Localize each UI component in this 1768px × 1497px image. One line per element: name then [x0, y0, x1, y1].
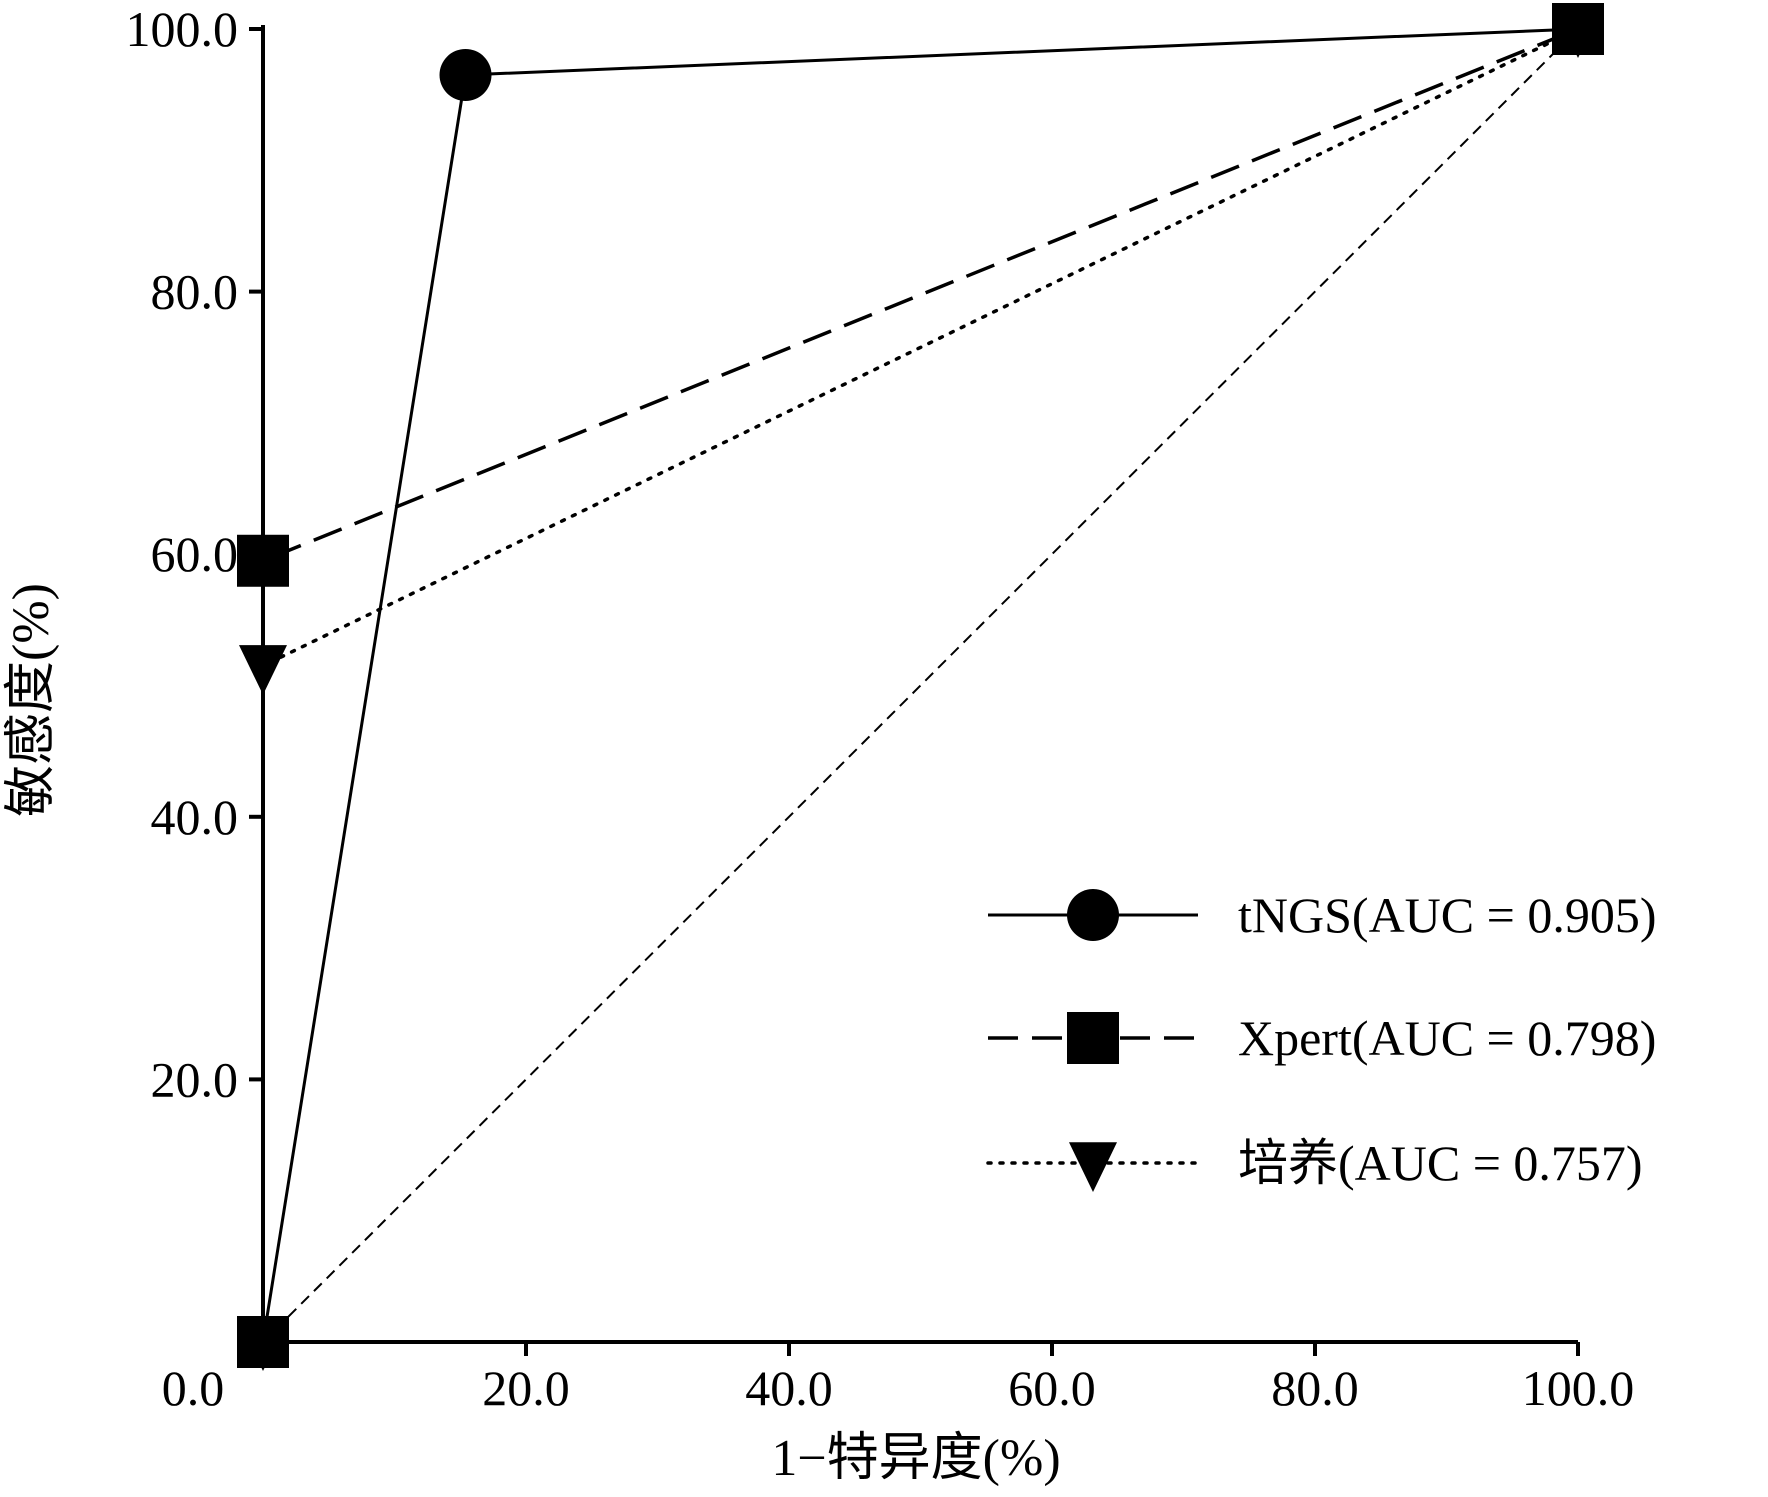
reference-layer [262, 28, 1579, 1343]
x-tick-label: 0.0 [162, 1360, 225, 1416]
legend-marker-triangle-down [1069, 1142, 1117, 1192]
legend-label-1: Xpert(AUC = 0.798) [1238, 1010, 1656, 1066]
y-tick-label: 40.0 [151, 789, 239, 845]
y-axis-title: 敏感度(%) [3, 583, 60, 817]
x-tick-label: 80.0 [1271, 1360, 1359, 1416]
legend-marker-square [1067, 1012, 1119, 1064]
data-point-square [237, 534, 289, 587]
data-point-triangle-down [239, 645, 287, 695]
data-point-circle [439, 48, 492, 101]
legend-marker-circle [1067, 889, 1119, 941]
x-tick-label: 100.0 [1522, 1360, 1635, 1416]
legend-label-0: tNGS(AUC = 0.905) [1238, 887, 1656, 943]
legend-label-2: 培养(AUC = 0.757) [1238, 1135, 1643, 1191]
x-axis-title: 1−特异度(%) [771, 1430, 1060, 1487]
y-tick-label: 100.0 [126, 1, 239, 57]
y-tick-label: 80.0 [151, 264, 239, 320]
reference-diagonal-line [262, 28, 1579, 1343]
y-tick-label: 60.0 [151, 526, 239, 582]
x-tick-label: 60.0 [1008, 1360, 1096, 1416]
marker-layer [237, 3, 1604, 1371]
y-tick-label: 20.0 [151, 1051, 239, 1107]
x-tick-label: 40.0 [745, 1360, 833, 1416]
x-tick-label: 20.0 [482, 1360, 570, 1416]
axes-layer: 0.0 20.0 40.0 60.0 80.0 100.0 20.0 40.0 60.0 80.0… [126, 1, 1635, 1416]
data-point-square [1552, 3, 1604, 55]
data-point-square [237, 1316, 289, 1368]
legend: tNGS(AUC = 0.905) Xpert(AUC = 0.798) 培养(AU… [986, 887, 1656, 1192]
series-line-1 [261, 27, 1579, 1342]
